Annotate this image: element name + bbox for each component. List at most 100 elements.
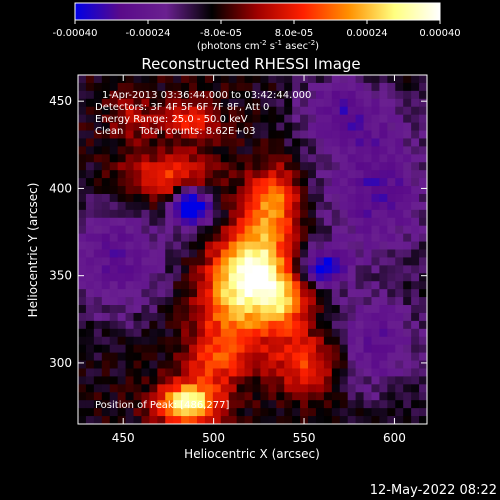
- heatmap-cell: [252, 75, 261, 84]
- heatmap-cell: [315, 106, 325, 116]
- heatmap-cell: [323, 376, 333, 385]
- heatmap-cell: [228, 400, 238, 409]
- heatmap-cell: [236, 352, 245, 361]
- heatmap-cell: [371, 305, 380, 314]
- heatmap-cell: [244, 186, 253, 195]
- heatmap-cell: [379, 265, 388, 274]
- heatmap-cell: [268, 265, 277, 274]
- heatmap-cell: [300, 130, 309, 139]
- heatmap-cell: [141, 392, 150, 401]
- heatmap-cell: [379, 257, 388, 266]
- heatmap-cell: [403, 344, 412, 354]
- heatmap-cell: [125, 360, 134, 369]
- annotation-detectors: Detectors: 3F 4F 5F 6F 7F 8F, Att 0: [95, 102, 269, 113]
- heatmap-cell: [355, 201, 364, 211]
- heatmap-cell: [284, 400, 293, 409]
- heatmap-cell: [78, 82, 87, 92]
- heatmap-cell: [117, 265, 126, 274]
- heatmap-cell: [228, 344, 238, 354]
- heatmap-cell: [220, 352, 230, 361]
- heatmap-cell: [292, 193, 301, 203]
- heatmap-cell: [323, 146, 333, 155]
- heatmap-cell: [133, 305, 142, 314]
- heatmap-cell: [109, 368, 119, 377]
- heatmap-cell: [371, 400, 380, 409]
- heatmap-cell: [411, 305, 420, 314]
- heatmap-cell: [347, 225, 357, 235]
- heatmap-cell: [347, 376, 357, 385]
- heatmap-cell: [109, 154, 119, 163]
- heatmap-cell: [141, 217, 150, 227]
- heatmap-cell: [101, 392, 111, 401]
- heatmap-cell: [395, 273, 404, 282]
- heatmap-cell: [363, 336, 372, 346]
- heatmap-cell: [300, 368, 309, 377]
- heatmap-cell: [276, 122, 285, 131]
- heatmap-cell: [157, 122, 166, 131]
- heatmap-cell: [85, 320, 95, 330]
- heatmap-cell: [125, 265, 134, 274]
- heatmap-cell: [204, 360, 214, 369]
- heatmap-cell: [308, 75, 317, 84]
- heatmap-cell: [308, 90, 317, 100]
- heatmap-cell: [109, 225, 119, 235]
- heatmap-cell: [419, 320, 428, 330]
- heatmap-cell: [347, 162, 357, 171]
- heatmap-cell: [125, 82, 134, 92]
- heatmap-cell: [133, 360, 142, 369]
- heatmap-cell: [411, 225, 420, 235]
- heatmap-cell: [355, 209, 364, 219]
- heatmap-cell: [411, 75, 420, 84]
- heatmap-cell: [315, 154, 325, 163]
- heatmap-cell: [371, 416, 380, 425]
- heatmap-cell: [189, 193, 198, 203]
- heatmap-cell: [204, 320, 214, 330]
- heatmap-cell: [93, 130, 103, 139]
- heatmap-cell: [196, 289, 206, 298]
- heatmap-cell: [403, 154, 412, 163]
- heatmap-cell: [355, 154, 364, 163]
- heatmap-cell: [252, 273, 261, 282]
- heatmap-cell: [157, 257, 166, 266]
- heatmap-cell: [403, 114, 412, 123]
- heatmap-cell: [347, 233, 357, 242]
- heatmap-cell: [117, 312, 126, 322]
- heatmap-cell: [244, 265, 253, 274]
- heatmap-cell: [323, 130, 333, 139]
- heatmap-cell: [371, 289, 380, 298]
- heatmap-cell: [339, 114, 349, 123]
- heatmap-cell: [220, 305, 230, 314]
- heatmap-cell: [347, 138, 357, 147]
- heatmap-cell: [85, 138, 95, 147]
- heatmap-cell: [189, 265, 198, 274]
- heatmap-cell: [101, 146, 111, 155]
- heatmap-cell: [268, 138, 277, 147]
- heatmap-cell: [323, 305, 333, 314]
- heatmap-cell: [78, 368, 87, 377]
- heatmap-cell: [212, 392, 222, 401]
- heatmap-cell: [85, 209, 95, 219]
- heatmap-cell: [109, 312, 119, 322]
- heatmap-cell: [117, 106, 126, 116]
- heatmap-cell: [93, 249, 103, 258]
- heatmap-cell: [149, 225, 158, 235]
- heatmap-cell: [395, 186, 404, 195]
- heatmap-cell: [339, 297, 349, 306]
- heatmap-cell: [236, 320, 245, 330]
- heatmap-cell: [284, 360, 293, 369]
- heatmap-cell: [220, 336, 230, 346]
- heatmap-cell: [260, 320, 269, 330]
- heatmap-cell: [300, 352, 309, 361]
- heatmap-cell: [260, 265, 269, 274]
- heatmap-cell: [149, 336, 158, 346]
- heatmap-cell: [371, 352, 380, 361]
- heatmap-cell: [173, 82, 182, 92]
- heatmap-cell: [228, 162, 238, 171]
- heatmap-cell: [93, 360, 103, 369]
- heatmap-cell: [363, 249, 372, 258]
- heatmap-cell: [165, 257, 174, 266]
- heatmap-cell: [149, 82, 158, 92]
- heatmap-cell: [204, 98, 214, 108]
- heatmap-cell: [252, 178, 261, 187]
- heatmap-cell: [212, 352, 222, 361]
